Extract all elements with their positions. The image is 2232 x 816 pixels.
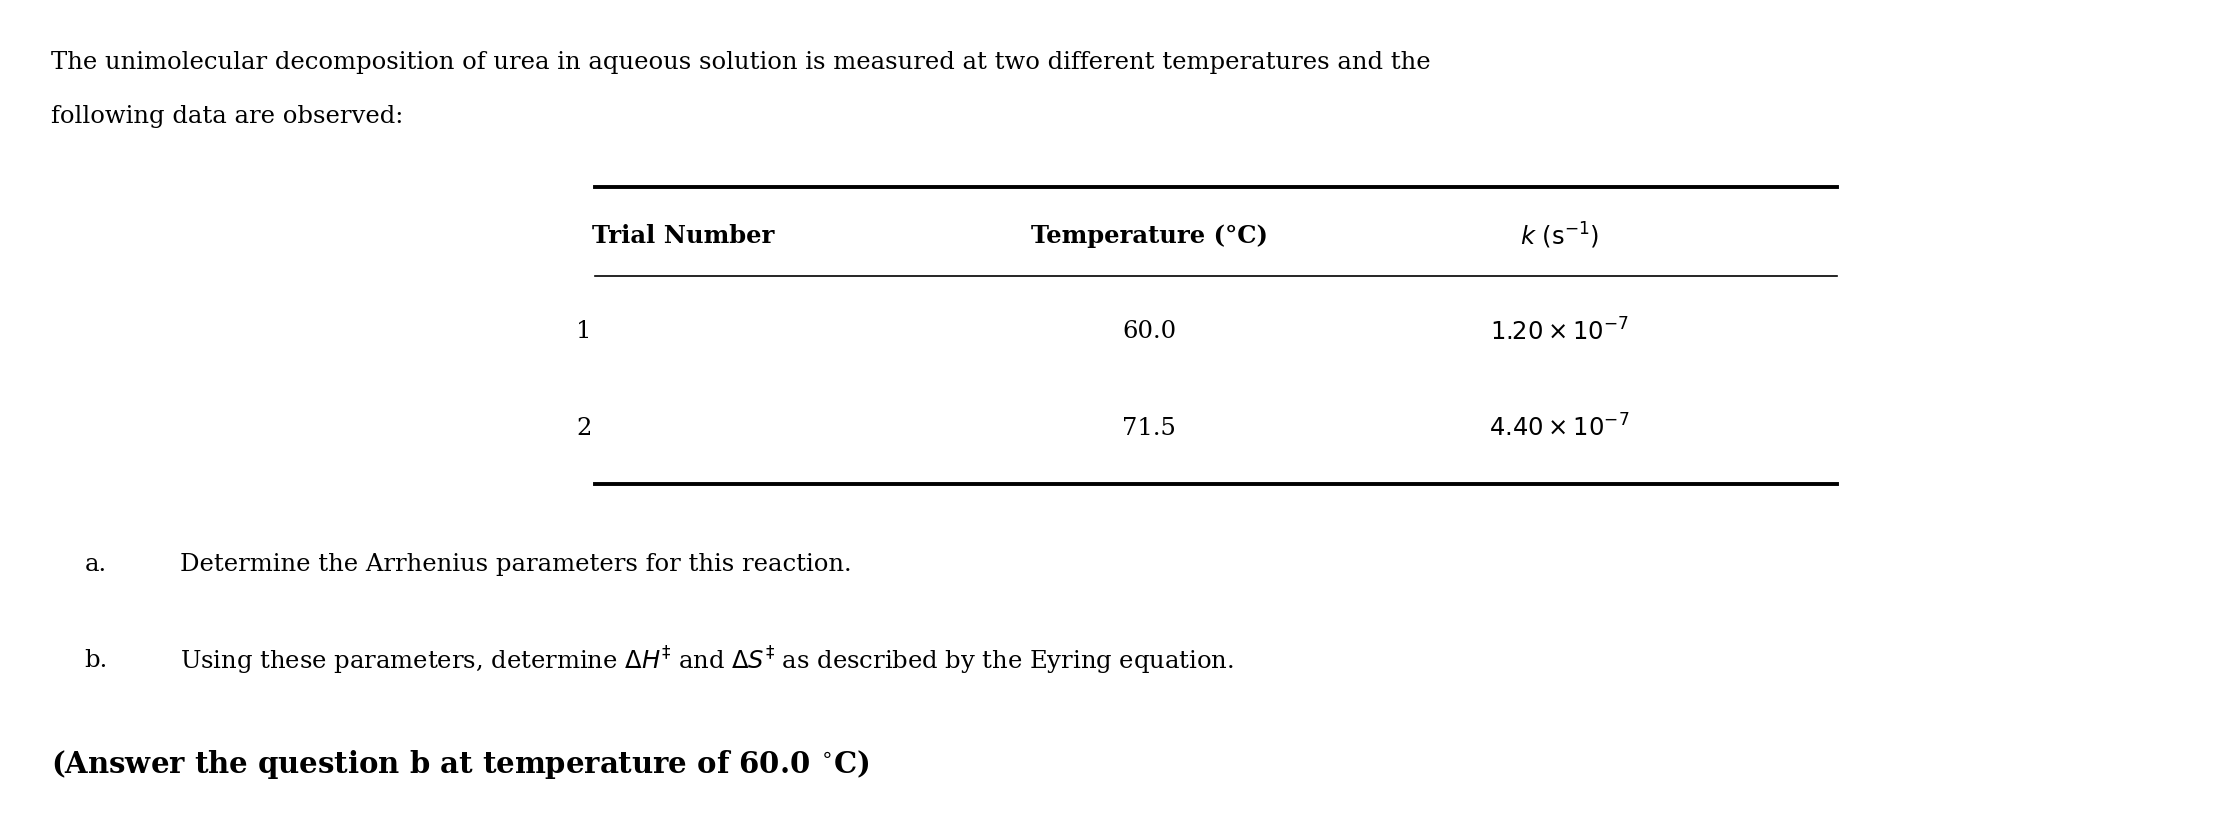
Text: 1: 1 (576, 321, 591, 344)
Text: 71.5: 71.5 (1123, 416, 1176, 440)
Text: 60.0: 60.0 (1123, 321, 1176, 344)
Text: $\mathit{k}\ \mathsf{(s^{-1})}$: $\mathit{k}\ \mathsf{(s^{-1})}$ (1520, 220, 1600, 251)
Text: Temperature (°C): Temperature (°C) (1031, 224, 1268, 247)
Text: following data are observed:: following data are observed: (51, 104, 404, 128)
Text: a.: a. (85, 553, 107, 576)
Text: $1.20\times10^{-7}$: $1.20\times10^{-7}$ (1491, 318, 1629, 345)
Text: Determine the Arrhenius parameters for this reaction.: Determine the Arrhenius parameters for t… (181, 553, 853, 576)
Text: 2: 2 (576, 416, 591, 440)
Text: Using these parameters, determine $\Delta H^{\ddagger}$ and $\Delta S^{\ddagger}: Using these parameters, determine $\Delt… (181, 645, 1234, 676)
Text: $4.40\times10^{-7}$: $4.40\times10^{-7}$ (1489, 415, 1629, 441)
Text: (Answer the question b at temperature of 60.0 $^{\circ}$C): (Answer the question b at temperature of… (51, 748, 870, 782)
Text: Trial Number: Trial Number (591, 224, 775, 247)
Text: The unimolecular decomposition of urea in aqueous solution is measured at two di: The unimolecular decomposition of urea i… (51, 51, 1431, 74)
Text: b.: b. (85, 650, 107, 672)
